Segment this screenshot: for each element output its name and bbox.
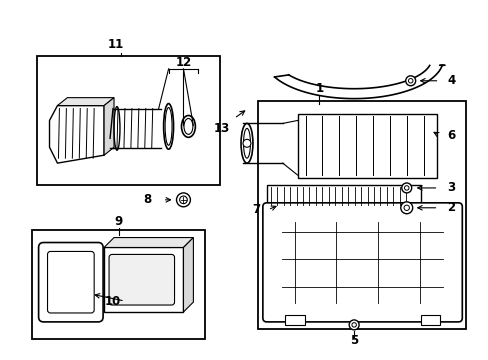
Ellipse shape xyxy=(163,104,173,149)
Text: 10: 10 xyxy=(105,294,121,307)
Ellipse shape xyxy=(181,116,195,137)
Polygon shape xyxy=(104,238,193,247)
Text: 6: 6 xyxy=(447,129,455,142)
Bar xyxy=(257,100,466,329)
Ellipse shape xyxy=(183,118,192,134)
Circle shape xyxy=(351,323,356,327)
Circle shape xyxy=(179,196,187,204)
Circle shape xyxy=(400,202,412,214)
Text: 5: 5 xyxy=(349,334,358,347)
Circle shape xyxy=(348,320,358,330)
Bar xyxy=(266,185,420,207)
Bar xyxy=(37,56,220,185)
Text: 11: 11 xyxy=(108,37,124,50)
Text: 4: 4 xyxy=(447,74,455,87)
Circle shape xyxy=(403,205,408,211)
Circle shape xyxy=(407,78,412,83)
Text: 13: 13 xyxy=(214,122,230,135)
Text: 7: 7 xyxy=(251,203,260,216)
Polygon shape xyxy=(57,98,114,105)
Text: 8: 8 xyxy=(143,193,152,206)
Polygon shape xyxy=(183,238,193,312)
Bar xyxy=(420,315,440,325)
Bar xyxy=(284,315,304,325)
Text: 9: 9 xyxy=(115,215,123,228)
FancyBboxPatch shape xyxy=(109,255,174,305)
Text: 12: 12 xyxy=(175,57,191,69)
FancyBboxPatch shape xyxy=(39,243,103,322)
Polygon shape xyxy=(49,105,104,163)
Circle shape xyxy=(176,193,190,207)
Circle shape xyxy=(405,76,415,86)
Ellipse shape xyxy=(243,129,250,158)
Text: 2: 2 xyxy=(447,201,454,214)
FancyBboxPatch shape xyxy=(47,251,94,313)
Ellipse shape xyxy=(165,108,172,145)
Polygon shape xyxy=(104,98,114,155)
Ellipse shape xyxy=(241,123,252,163)
Circle shape xyxy=(243,139,250,147)
Circle shape xyxy=(401,183,411,193)
FancyBboxPatch shape xyxy=(263,203,461,322)
Circle shape xyxy=(404,186,408,190)
Bar xyxy=(32,230,205,339)
Bar xyxy=(104,247,183,312)
Text: 3: 3 xyxy=(447,181,454,194)
Text: 1: 1 xyxy=(315,82,323,95)
Polygon shape xyxy=(297,113,436,178)
